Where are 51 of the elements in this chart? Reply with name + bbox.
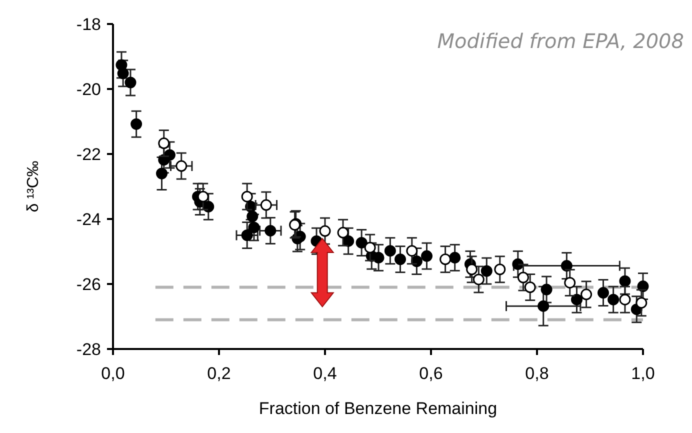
point [580, 288, 592, 300]
point [197, 190, 209, 202]
point [564, 276, 576, 288]
point [466, 264, 478, 276]
point [130, 118, 142, 130]
point [372, 252, 384, 264]
point [449, 252, 461, 264]
point [571, 294, 582, 306]
point [164, 149, 176, 161]
point [524, 282, 536, 293]
point [608, 294, 620, 306]
point [472, 274, 484, 286]
point [538, 300, 550, 312]
y-tick-label: -26 [76, 274, 101, 294]
point [319, 225, 331, 237]
point [480, 265, 492, 277]
point [440, 254, 452, 266]
point [598, 287, 609, 299]
x-axis-title: Fraction of Benzene Remaining [258, 399, 498, 418]
point [260, 199, 272, 211]
point [356, 236, 368, 248]
point [560, 260, 572, 272]
point [540, 284, 552, 296]
y-tick-label: -22 [76, 144, 101, 164]
y-tick-label: -18 [76, 14, 101, 34]
point [394, 254, 406, 266]
point [264, 224, 276, 236]
x-tick-label: 0,0 [101, 364, 125, 383]
point [494, 264, 506, 276]
point [517, 272, 529, 284]
point [241, 190, 253, 202]
point [421, 250, 433, 262]
y-tick-label: -24 [76, 210, 101, 229]
point [124, 76, 136, 88]
point [406, 245, 418, 257]
point [117, 68, 129, 80]
x-tick-label: 1,0 [631, 364, 655, 383]
x-tick-label: 0,6 [419, 364, 443, 383]
point [241, 230, 253, 241]
point [158, 138, 170, 150]
point [176, 160, 188, 172]
point [384, 245, 396, 257]
x-tick-label: 0,2 [207, 364, 231, 383]
y-tick-label: -28 [76, 340, 101, 359]
y-axis-title: δ ¹³C‰ [25, 160, 42, 212]
x-tick-label: 0,4 [313, 364, 337, 383]
x-tick-label: 0,8 [525, 364, 549, 383]
point [337, 226, 349, 238]
point [512, 258, 524, 270]
y-tick-label: -20 [76, 80, 101, 99]
annotation: Modified from EPA, 2008 [437, 29, 684, 53]
